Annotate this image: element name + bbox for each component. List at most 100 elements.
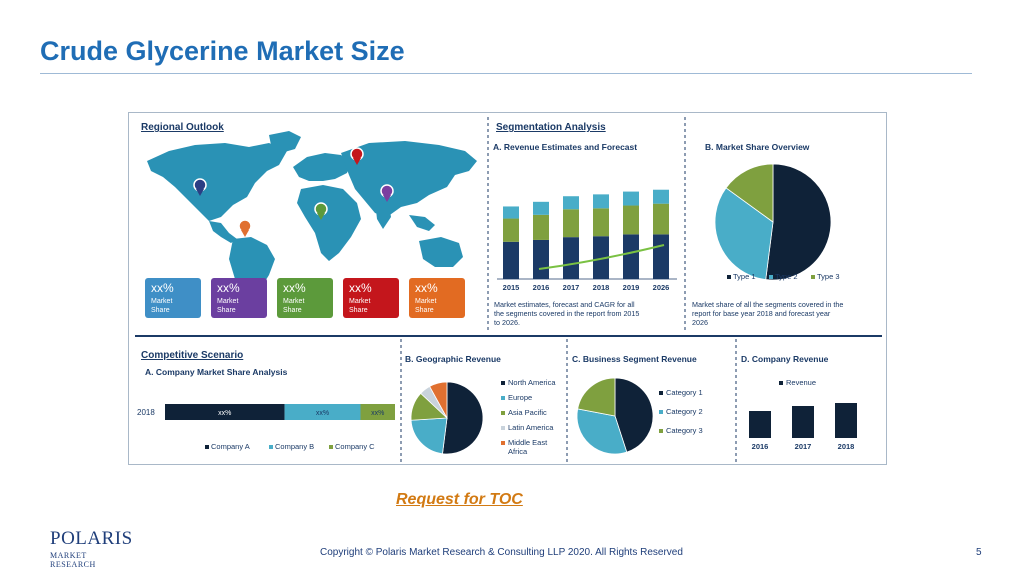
copyright-text: Copyright © Polaris Market Research & Co… xyxy=(320,547,683,558)
map-north-america xyxy=(147,143,287,221)
region-tile-bg xyxy=(211,278,267,318)
company-revenue-year-label: 2017 xyxy=(795,442,812,451)
company-share-segment-label: xx% xyxy=(218,410,231,417)
region-tile-value: xx% xyxy=(151,281,174,295)
company-legend-swatch xyxy=(269,445,273,449)
revenue-year-label: 2015 xyxy=(503,283,520,292)
company-revenue-year-label: 2018 xyxy=(838,442,855,451)
share-caption-3: 2026 xyxy=(692,318,708,327)
map-pin-south-america xyxy=(238,219,252,237)
map-pin-asia-tail xyxy=(383,195,391,202)
revenue-bar-segment xyxy=(503,206,519,219)
map-africa xyxy=(297,185,361,261)
world-map xyxy=(147,131,477,313)
title-divider xyxy=(40,73,972,74)
map-europe xyxy=(293,153,351,181)
revenue-bar-segment xyxy=(533,214,549,240)
geographic-slice xyxy=(429,381,448,419)
business-segment-subheading: C. Business Segment Revenue xyxy=(572,354,697,364)
region-tile-bg xyxy=(409,278,465,318)
map-australia xyxy=(419,237,463,267)
geographic-legend-swatch xyxy=(501,411,505,415)
company-legend-swatch xyxy=(329,445,333,449)
market-share-legend-swatch xyxy=(811,275,815,279)
geographic-legend-swatch xyxy=(501,426,505,430)
geographic-legend-label: Africa xyxy=(508,447,528,456)
geographic-slice xyxy=(410,417,448,455)
revenue-forecast-subheading: A. Revenue Estimates and Forecast xyxy=(493,142,637,152)
revenue-bar-segment xyxy=(653,234,669,279)
revenue-bar-segment xyxy=(623,234,639,279)
map-pin-europe-tail xyxy=(353,158,361,165)
region-tile-label-1: Market xyxy=(349,298,370,305)
market-share-slice xyxy=(725,163,774,223)
map-pin-africa-tail xyxy=(317,213,325,220)
company-revenue-bar xyxy=(792,406,814,438)
region-tile-label-1: Market xyxy=(283,298,304,305)
map-pins xyxy=(193,147,394,237)
region-tile: xx% Market Share xyxy=(409,278,465,318)
company-share-segment xyxy=(165,404,285,420)
geographic-legend-label: North America xyxy=(508,378,556,387)
region-tile-value: xx% xyxy=(415,281,438,295)
region-tile-bg xyxy=(277,278,333,318)
company-share-segment xyxy=(284,404,361,420)
business-segment-legend-swatch xyxy=(659,429,663,433)
regional-heading: Regional Outlook xyxy=(141,122,224,133)
infographic-svg: Regional Outlook xyxy=(135,117,882,464)
market-share-slice xyxy=(765,163,832,281)
revenue-bar-segment xyxy=(623,191,639,206)
company-revenue-bar xyxy=(835,403,857,438)
region-tile: xx% Market Share xyxy=(277,278,333,318)
revenue-bar-segment xyxy=(653,189,669,204)
region-tile-label-1: Market xyxy=(151,298,172,305)
region-tile-label-1: Market xyxy=(217,298,238,305)
company-share-legend: Company A Company B Company C xyxy=(205,442,375,451)
geographic-revenue-subheading: B. Geographic Revenue xyxy=(405,354,501,364)
geographic-legend-swatch xyxy=(501,381,505,385)
revenue-caption-2: the segments covered in the report from … xyxy=(494,309,639,318)
revenue-forecast-chart: 2015 2016 2017 2018 2019 2026 xyxy=(503,189,669,292)
geographic-legend-label: Middle East xyxy=(508,438,548,447)
market-share-slice xyxy=(714,187,774,280)
region-tile-label-2: Share xyxy=(217,307,236,314)
company-share-bar-chart: 2018 xx% xx% xx% xyxy=(137,404,395,420)
polaris-logo: POLARIS MARKET RESEARCH xyxy=(50,528,132,569)
region-tile-label-2: Share xyxy=(415,307,434,314)
revenue-bar-segment xyxy=(563,196,579,210)
revenue-bar-segment xyxy=(563,209,579,238)
geographic-legend-swatch xyxy=(501,441,505,445)
geographic-legend-label: Latin America xyxy=(508,423,554,432)
region-tile-value: xx% xyxy=(283,281,306,295)
company-share-segment-label: xx% xyxy=(371,410,384,417)
region-tile: xx% Market Share xyxy=(145,278,201,318)
business-segment-legend-swatch xyxy=(659,391,663,395)
region-tile-label-2: Share xyxy=(349,307,368,314)
revenue-bar-segment xyxy=(593,208,609,237)
revenue-bar-segment xyxy=(593,194,609,209)
market-share-legend-label: Type 1 xyxy=(733,272,756,281)
revenue-year-label: 2018 xyxy=(593,283,610,292)
map-india xyxy=(375,201,391,229)
market-share-legend: Type 1 Type 2 Type 3 xyxy=(727,272,840,281)
revenue-bar-segment xyxy=(503,241,519,279)
map-pin-north-america-tail xyxy=(196,189,204,196)
request-toc-link[interactable]: Request for TOC xyxy=(396,491,523,508)
company-share-subheading: A. Company Market Share Analysis xyxy=(145,367,288,377)
revenue-year-label: 2017 xyxy=(563,283,580,292)
revenue-bar-segment xyxy=(623,205,639,235)
map-greenland xyxy=(269,131,301,153)
region-tile: xx% Market Share xyxy=(343,278,399,318)
company-legend-label: Company C xyxy=(335,442,375,451)
map-pin-north-america xyxy=(193,178,207,196)
market-share-legend-swatch xyxy=(727,275,731,279)
region-tile: xx% Market Share xyxy=(211,278,267,318)
map-southeast-asia xyxy=(409,215,435,231)
company-legend-label: Company A xyxy=(211,442,250,451)
business-segment-legend-swatch xyxy=(659,410,663,414)
business-segment-slice xyxy=(576,408,628,455)
page-number: 5 xyxy=(976,547,982,558)
company-revenue-legend-label: Revenue xyxy=(786,378,816,387)
revenue-year-label: 2019 xyxy=(623,283,640,292)
business-segment-legend-label: Category 2 xyxy=(666,407,703,416)
